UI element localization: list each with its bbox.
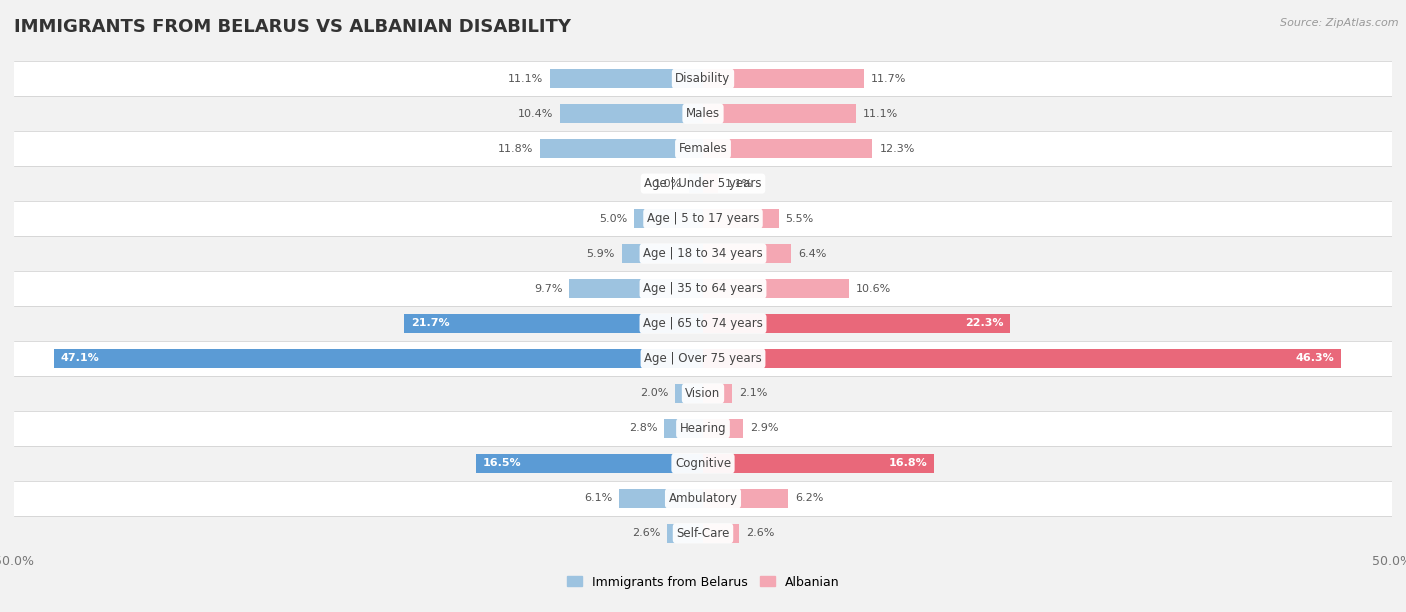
Legend: Immigrants from Belarus, Albanian: Immigrants from Belarus, Albanian [567,576,839,589]
Text: Males: Males [686,107,720,120]
Bar [634,209,703,228]
Text: 11.8%: 11.8% [498,144,533,154]
Bar [0,446,1406,481]
Bar [404,314,703,333]
Bar [0,236,1406,271]
Bar [0,166,1406,201]
Text: 10.6%: 10.6% [856,283,891,294]
Bar [0,411,1406,446]
Text: 47.1%: 47.1% [60,354,100,364]
Bar [619,489,703,508]
Text: 12.3%: 12.3% [879,144,915,154]
Text: 2.6%: 2.6% [745,528,775,539]
Text: Disability: Disability [675,72,731,85]
Bar [621,244,703,263]
Text: Age | 35 to 64 years: Age | 35 to 64 years [643,282,763,295]
Bar [53,349,703,368]
Text: 16.5%: 16.5% [482,458,522,468]
Text: Cognitive: Cognitive [675,457,731,470]
Bar [703,209,779,228]
Bar [0,131,1406,166]
Bar [0,516,1406,551]
Text: 5.9%: 5.9% [586,248,614,258]
Bar [0,96,1406,131]
Text: 6.2%: 6.2% [796,493,824,503]
Bar [0,61,1406,96]
Bar [703,384,733,403]
Bar [703,139,873,159]
Bar [560,104,703,123]
Text: Vision: Vision [685,387,721,400]
Text: 1.1%: 1.1% [725,179,754,188]
Text: 46.3%: 46.3% [1295,354,1334,364]
Bar [0,306,1406,341]
Text: 11.1%: 11.1% [863,109,898,119]
Text: 2.1%: 2.1% [738,389,768,398]
Text: Ambulatory: Ambulatory [668,492,738,505]
Text: IMMIGRANTS FROM BELARUS VS ALBANIAN DISABILITY: IMMIGRANTS FROM BELARUS VS ALBANIAN DISA… [14,18,571,36]
Bar [703,244,792,263]
Text: 2.8%: 2.8% [628,424,658,433]
Text: Age | Over 75 years: Age | Over 75 years [644,352,762,365]
Bar [668,524,703,543]
Bar [550,69,703,88]
Bar [665,419,703,438]
Bar [0,201,1406,236]
Bar [0,341,1406,376]
Text: 2.6%: 2.6% [631,528,661,539]
Text: 11.7%: 11.7% [872,73,907,84]
Text: Age | 18 to 34 years: Age | 18 to 34 years [643,247,763,260]
Text: 21.7%: 21.7% [411,318,450,329]
Text: Self-Care: Self-Care [676,527,730,540]
Text: 6.1%: 6.1% [583,493,612,503]
Text: 16.8%: 16.8% [889,458,928,468]
Bar [703,419,742,438]
Bar [703,349,1341,368]
Bar [0,481,1406,516]
Bar [0,271,1406,306]
Bar [703,69,865,88]
Text: 6.4%: 6.4% [799,248,827,258]
Text: Females: Females [679,142,727,155]
Bar [475,453,703,473]
Text: 11.1%: 11.1% [508,73,543,84]
Text: Hearing: Hearing [679,422,727,435]
Text: 10.4%: 10.4% [517,109,553,119]
Text: 2.9%: 2.9% [749,424,779,433]
Text: 9.7%: 9.7% [534,283,562,294]
Text: Age | Under 5 years: Age | Under 5 years [644,177,762,190]
Bar [689,174,703,193]
Bar [703,279,849,298]
Bar [703,174,718,193]
Bar [0,376,1406,411]
Bar [569,279,703,298]
Bar [675,384,703,403]
Text: 22.3%: 22.3% [965,318,1004,329]
Bar [703,314,1011,333]
Text: Source: ZipAtlas.com: Source: ZipAtlas.com [1281,18,1399,28]
Text: Age | 5 to 17 years: Age | 5 to 17 years [647,212,759,225]
Text: 5.0%: 5.0% [599,214,627,223]
Text: 5.5%: 5.5% [786,214,814,223]
Bar [703,104,856,123]
Text: 2.0%: 2.0% [640,389,669,398]
Bar [703,524,738,543]
Bar [703,489,789,508]
Bar [703,453,935,473]
Text: Age | 65 to 74 years: Age | 65 to 74 years [643,317,763,330]
Bar [540,139,703,159]
Text: 1.0%: 1.0% [654,179,682,188]
